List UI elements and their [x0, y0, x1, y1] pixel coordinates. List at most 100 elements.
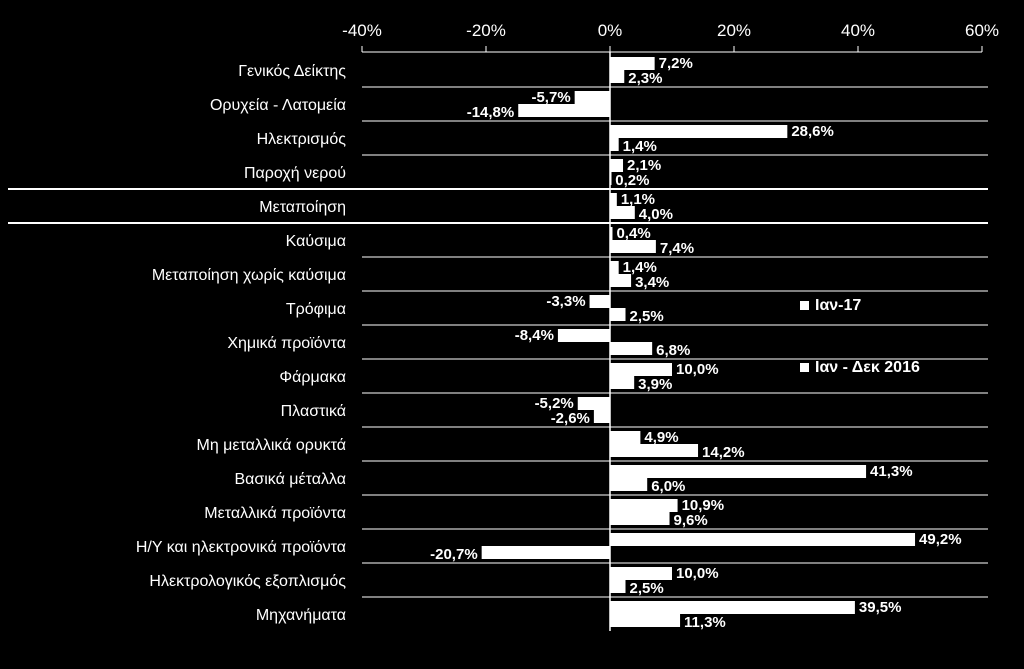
- bar-series-2: [610, 614, 681, 627]
- data-label-series-1: 39,5%: [859, 599, 902, 616]
- data-label-series-1: 2,1%: [627, 157, 661, 174]
- x-tick-label: -40%: [342, 21, 382, 40]
- bar-series-2: [610, 206, 635, 219]
- category-label: Ηλεκτρισμός: [257, 131, 347, 148]
- bar-series-1: [589, 295, 610, 308]
- bar-series-1: [610, 159, 624, 172]
- data-label-series-1: 7,2%: [659, 55, 693, 72]
- data-label-series-1: 10,9%: [682, 497, 725, 514]
- x-axis-ticks: -40% -20% 0% 20% 40% 60%: [342, 21, 999, 53]
- data-label-series-1: 1,1%: [621, 191, 655, 208]
- data-label-series-2: 6,0%: [651, 478, 685, 495]
- bar-series-1: [610, 533, 916, 546]
- data-label-series-2: 7,4%: [660, 240, 694, 257]
- category-label: Ηλεκτρολογικός εξοπλισμός: [149, 573, 346, 590]
- data-label-series-1: 4,9%: [644, 429, 678, 446]
- bar-series-1: [610, 431, 641, 444]
- category-label: Φάρμακα: [279, 369, 346, 386]
- category-label: Η/Υ και ηλεκτρονικά προϊόντα: [136, 539, 346, 556]
- data-label-series-2: 3,9%: [638, 376, 672, 393]
- category-label: Μεταποίηση: [259, 199, 346, 216]
- bar-series-1: [610, 601, 855, 614]
- data-label-series-2: 2,5%: [630, 308, 664, 325]
- data-label-series-1: 0,4%: [616, 225, 650, 242]
- bar-series-1: [610, 261, 619, 274]
- bar-series-1: [577, 397, 610, 410]
- bar-series-1: [610, 363, 672, 376]
- legend-label: Ιαν - Δεκ 2016: [815, 359, 920, 376]
- legend: Ιαν-17 Ιαν - Δεκ 2016: [800, 297, 920, 376]
- data-label-series-1: 49,2%: [919, 531, 962, 548]
- bar-series-1: [610, 465, 867, 478]
- legend-swatch: [800, 363, 809, 372]
- category-label: Καύσιμα: [286, 233, 346, 250]
- bar-series-2: [610, 172, 612, 185]
- bar-series-1: [610, 125, 788, 138]
- bar-series-2: [610, 478, 648, 491]
- data-label-series-2: 3,4%: [635, 274, 669, 291]
- bar-series-2: [610, 512, 670, 525]
- data-label-series-2: -20,7%: [430, 546, 478, 563]
- data-label-series-2: 11,3%: [684, 614, 726, 631]
- bar-series-2: [610, 274, 632, 287]
- category-label: Μεταλλικά προϊόντα: [204, 505, 346, 522]
- bar-series-2: [610, 342, 653, 355]
- bar-series-2: [610, 240, 656, 253]
- bar-series-2: [610, 580, 626, 593]
- data-label-series-2: 1,4%: [623, 138, 657, 155]
- bar-series-2: [518, 104, 610, 117]
- x-tick-label: -20%: [466, 21, 506, 40]
- data-label-series-1: -5,2%: [535, 395, 574, 412]
- data-label-series-2: -2,6%: [551, 410, 590, 427]
- category-label: Μηχανήματα: [256, 607, 346, 624]
- category-label: Γενικός Δείκτης: [238, 63, 346, 80]
- category-label: Μη μεταλλικά ορυκτά: [196, 437, 346, 454]
- data-label-series-1: -3,3%: [546, 293, 585, 310]
- category-labels: Γενικός Δείκτης Ορυχεία - Λατομεία Ηλεκτρι…: [136, 63, 346, 624]
- bars: [481, 57, 916, 627]
- data-label-series-2: 2,3%: [628, 70, 662, 87]
- data-label-series-1: 28,6%: [791, 123, 834, 140]
- data-label-series-1: 10,0%: [676, 565, 719, 582]
- bar-series-2: [593, 410, 610, 423]
- category-label: Βασικά μέταλλα: [234, 471, 346, 488]
- category-label: Μεταποίηση χωρίς καύσιμα: [152, 267, 346, 284]
- x-tick-label: 60%: [965, 21, 999, 40]
- bar-series-1: [610, 567, 672, 580]
- data-label-series-2: 2,5%: [630, 580, 664, 597]
- legend-label: Ιαν-17: [815, 297, 861, 314]
- bar-series-1: [557, 329, 610, 342]
- bar-series-2: [610, 138, 619, 151]
- data-label-series-1: 10,0%: [676, 361, 719, 378]
- x-tick-label: 0%: [598, 21, 623, 40]
- data-label-series-1: -8,4%: [515, 327, 554, 344]
- x-tick-label: 40%: [841, 21, 875, 40]
- category-label: Παροχή νερού: [244, 165, 346, 182]
- legend-swatch: [800, 301, 809, 310]
- bar-series-1: [574, 91, 610, 104]
- data-label-series-1: 41,3%: [870, 463, 913, 480]
- data-label-series-2: 6,8%: [656, 342, 690, 359]
- bar-series-2: [481, 546, 610, 559]
- data-label-series-2: -14,8%: [467, 104, 515, 121]
- data-label-series-1: 1,4%: [623, 259, 657, 276]
- bar-series-1: [610, 499, 678, 512]
- bar-series-1: [610, 193, 617, 206]
- data-labels: 7,2% -5,7% 28,6% 2,1% 1,1% 0,4% 1,4% -3,3% -8,4%…: [430, 55, 961, 631]
- bar-series-2: [610, 70, 625, 83]
- category-label: Πλαστικά: [281, 403, 346, 420]
- data-label-series-1: -5,7%: [531, 89, 570, 106]
- bar-series-1: [610, 227, 613, 240]
- category-label: Τρόφιμα: [286, 301, 346, 318]
- x-tick-label: 20%: [717, 21, 751, 40]
- category-label: Χημικά προϊόντα: [227, 335, 346, 352]
- data-label-series-2: 0,2%: [615, 172, 649, 189]
- data-label-series-2: 9,6%: [674, 512, 708, 529]
- bar-series-1: [610, 57, 655, 70]
- bar-series-2: [610, 376, 635, 389]
- bar-series-2: [610, 308, 626, 321]
- data-label-series-2: 4,0%: [639, 206, 673, 223]
- bar-series-2: [610, 444, 699, 457]
- data-label-series-2: 14,2%: [702, 444, 745, 461]
